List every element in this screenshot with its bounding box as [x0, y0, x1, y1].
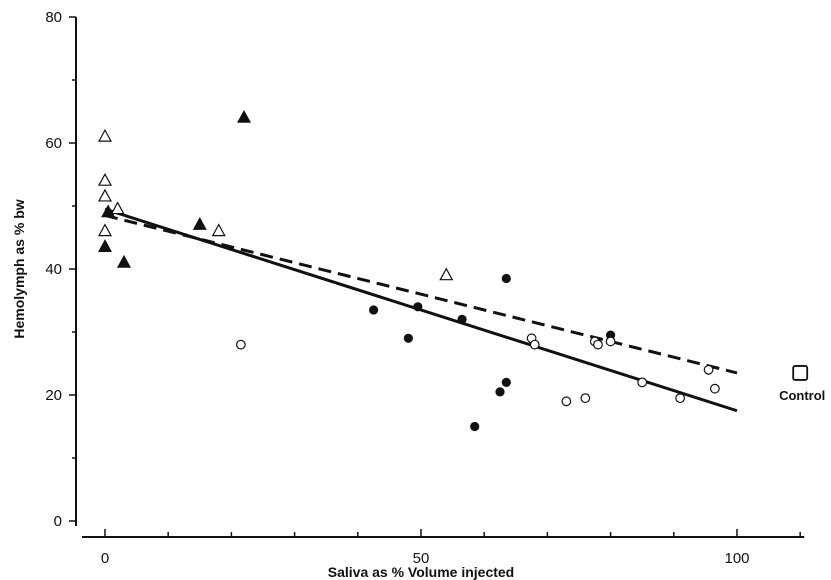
open-circle-point: [675, 393, 686, 404]
filled-circle-point: [457, 314, 467, 324]
control-label: Control: [779, 388, 825, 403]
open-circle-point: [709, 383, 720, 394]
x-ticks: 0 50 100: [101, 529, 801, 567]
x-tick-label: 0: [101, 550, 109, 567]
x-tick-label: 100: [724, 550, 749, 567]
filled-triangle-point: [192, 217, 207, 230]
open-triangle-point: [97, 188, 113, 202]
x-tick-label: 50: [413, 550, 430, 567]
y-tick-label: 80: [45, 9, 62, 26]
y-tick-label: 0: [54, 513, 62, 530]
filled-circle-point: [495, 387, 505, 397]
open-circle-point: [703, 364, 714, 375]
open-circle-point: [561, 396, 572, 407]
y-ticks: 0 20 40 60 80: [45, 9, 76, 530]
filled-circle-point: [403, 333, 413, 343]
open-circle-point: [637, 377, 648, 388]
filled-circle-point: [369, 305, 379, 315]
y-tick-label: 60: [45, 135, 62, 152]
y-tick-label: 40: [45, 261, 62, 278]
control-square-marker: [792, 365, 809, 381]
filled-triangle-point: [116, 254, 131, 268]
dashed-regression-line: [104, 213, 738, 375]
filled-circle-point: [470, 421, 480, 432]
y-axis-title: Hemolymph as % bw: [11, 199, 27, 338]
control-marker-group: Control: [779, 365, 825, 403]
filled-triangle-point: [101, 204, 116, 218]
filled-triangle-point: [97, 239, 113, 252]
open-triangle-point: [97, 128, 113, 142]
x-axis-title: Saliva as % Volume injected: [328, 564, 514, 580]
y-tick-label: 20: [45, 387, 62, 404]
open-circle-point: [593, 339, 603, 350]
open-circle-point: [605, 336, 616, 347]
filled-circle-point: [501, 377, 511, 387]
open-circle-point: [580, 393, 591, 404]
open-triangle-point: [97, 223, 113, 237]
filled-circle-point: [501, 273, 511, 284]
filled-circle-point: [413, 302, 423, 312]
open-triangle-point: [97, 172, 113, 186]
filled-triangle-point: [237, 109, 252, 123]
axes: [75, 17, 805, 538]
open-circle-point: [529, 339, 540, 350]
open-triangle-point: [110, 201, 125, 215]
open-circle-point: [235, 339, 246, 350]
open-triangle-point: [439, 267, 454, 281]
open-triangle-point: [211, 223, 226, 237]
data-points: [97, 109, 720, 432]
